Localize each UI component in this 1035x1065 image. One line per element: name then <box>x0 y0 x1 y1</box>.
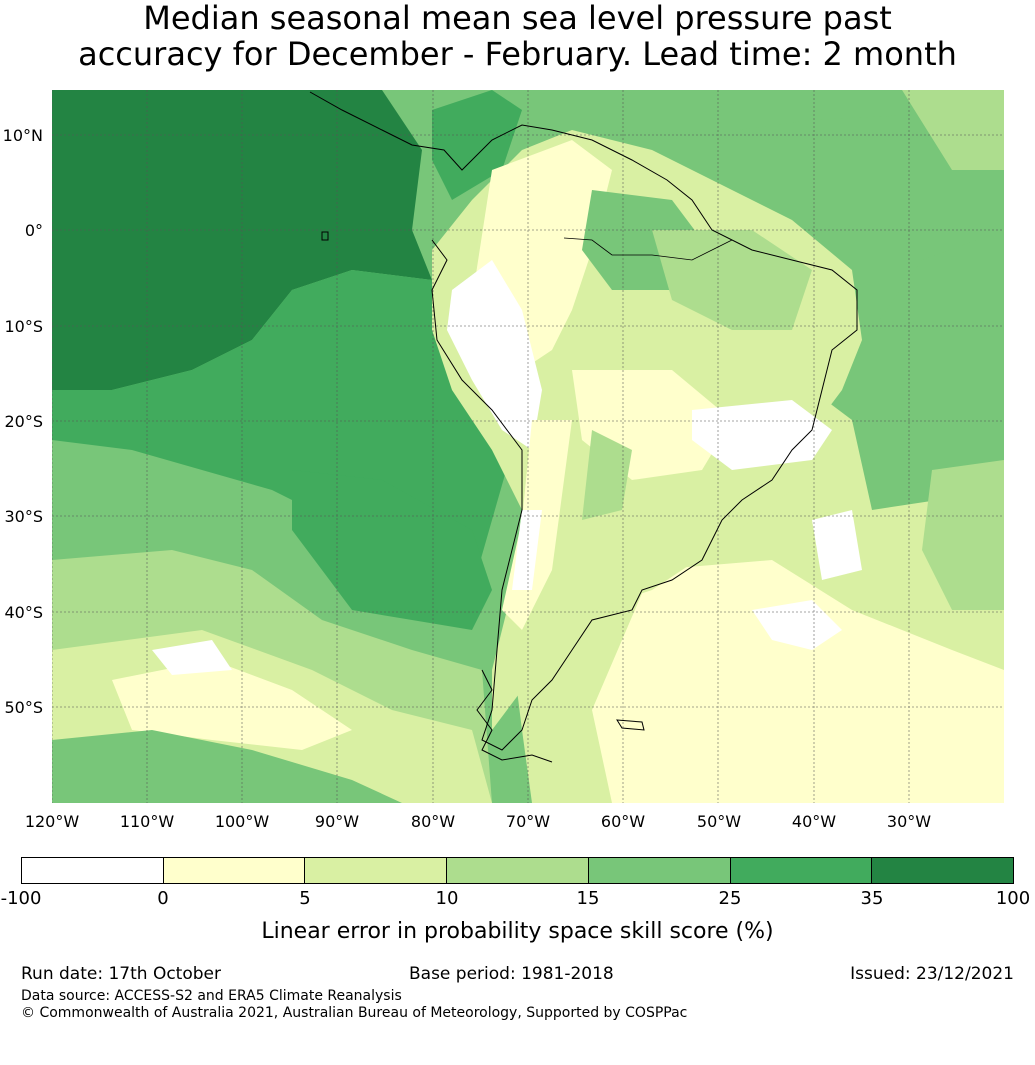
lon-label-120w: 120°W <box>24 812 80 831</box>
colorbar-tick: 10 <box>435 888 459 909</box>
lon-label-80w: 80°W <box>410 812 456 831</box>
lon-label-40w: 40°W <box>791 812 837 831</box>
issued-date: Issued: 23/12/2021 <box>850 964 1014 984</box>
lat-label-20s: 20°S <box>4 412 43 431</box>
chart-title: Median seasonal mean sea level pressure … <box>0 0 1035 72</box>
colorbar <box>21 857 1014 884</box>
base-period: Base period: 1981-2018 <box>409 964 614 984</box>
colorbar-tick: 0 <box>157 888 169 909</box>
colorbar-label: Linear error in probability space skill … <box>261 919 774 944</box>
title-line-1: Median seasonal mean sea level pressure … <box>143 0 892 37</box>
lat-label-50s: 50°S <box>4 698 43 717</box>
lon-label-100w: 100°W <box>214 812 270 831</box>
skill-map <box>52 90 1004 803</box>
colorbar-segment <box>22 858 164 883</box>
lon-label-30w: 30°W <box>886 812 932 831</box>
colorbar-tick: 5 <box>299 888 311 909</box>
colorbar-tick: 100 <box>995 888 1031 909</box>
lat-label-0: 0° <box>24 221 43 240</box>
lat-label-10n: 10°N <box>2 126 43 145</box>
colorbar-tick: 35 <box>860 888 884 909</box>
run-date: Run date: 17th October <box>21 964 221 984</box>
colorbar-segment <box>163 858 306 883</box>
colorbar-segment <box>872 858 1014 883</box>
colorbar-segment <box>305 858 448 883</box>
lat-label-10s: 10°S <box>4 317 43 336</box>
lon-label-70w: 70°W <box>505 812 551 831</box>
data-source: Data source: ACCESS-S2 and ERA5 Climate … <box>21 988 402 1004</box>
colorbar-tick: 15 <box>576 888 600 909</box>
lon-label-60w: 60°W <box>600 812 646 831</box>
title-line-2: accuracy for December - February. Lead t… <box>78 35 957 73</box>
colorbar-tick: 25 <box>718 888 742 909</box>
colorbar-tick: -100 <box>0 888 42 909</box>
lat-label-30s: 30°S <box>4 507 43 526</box>
copyright: © Commonwealth of Australia 2021, Austra… <box>21 1005 688 1021</box>
lon-label-50w: 50°W <box>696 812 742 831</box>
lat-label-40s: 40°S <box>4 603 43 622</box>
colorbar-segment <box>447 858 589 883</box>
colorbar-segment <box>730 858 873 883</box>
lon-label-110w: 110°W <box>119 812 175 831</box>
lon-label-90w: 90°W <box>314 812 360 831</box>
colorbar-segment <box>588 858 731 883</box>
